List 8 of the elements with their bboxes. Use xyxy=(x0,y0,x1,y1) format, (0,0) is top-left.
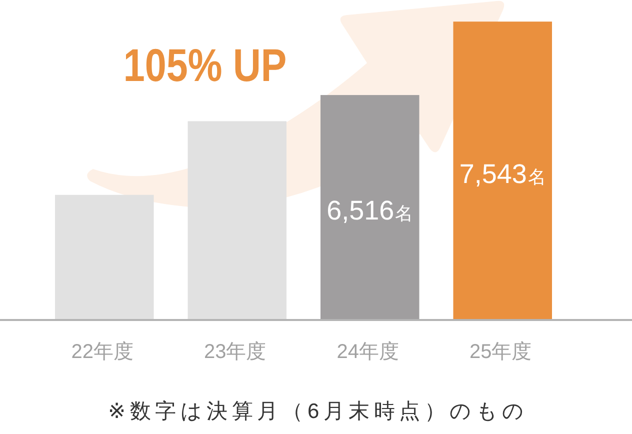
x-tick-label: 23年度 xyxy=(204,341,266,363)
x-tick-label: 24年度 xyxy=(336,341,399,363)
text: ※数字は決算月（6月末時点）のもの xyxy=(108,400,524,423)
annotation: 105% UP xyxy=(123,40,287,91)
data-label: 7,543名 xyxy=(459,158,546,189)
x-tick-label: 25年度 xyxy=(469,341,532,363)
data-label: 6,516名 xyxy=(326,196,414,226)
x-tick-label: 22年度 xyxy=(71,341,134,363)
